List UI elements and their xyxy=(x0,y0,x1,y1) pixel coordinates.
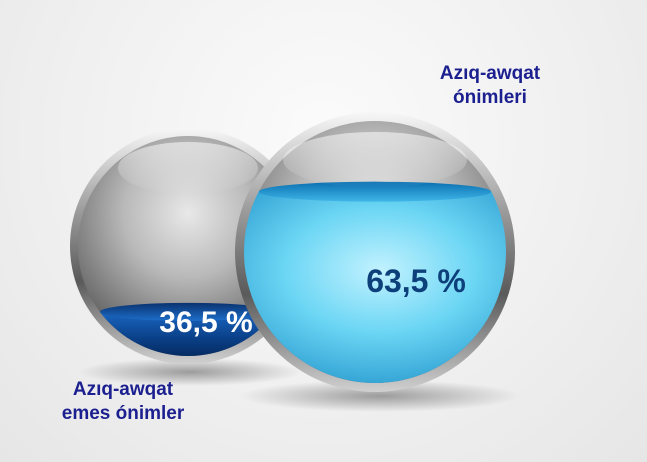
small-bubble-shadow xyxy=(78,358,302,386)
category-label-food-line1: Azıq-awqat xyxy=(439,63,541,84)
category-label-food: Azıq-awqat ónimleri xyxy=(420,62,560,110)
category-label-food-line2: ónimleri xyxy=(453,87,527,108)
big-bubble-shadow xyxy=(240,380,520,412)
category-label-nonfood: Azıq-awqat emes ónimler xyxy=(28,378,218,426)
category-label-nonfood-line1: Azıq-awqat xyxy=(72,379,174,400)
bubble-nonfood: 36,5 % xyxy=(70,128,306,364)
liquid-surface-food xyxy=(258,181,492,202)
liquid-surface-nonfood xyxy=(99,302,277,321)
category-label-nonfood-line2: emes ónimler xyxy=(61,403,185,424)
value-label-nonfood: 36,5 % xyxy=(159,306,252,339)
bubble-food: 63,5 % xyxy=(235,112,515,392)
value-label-food: 63,5 % xyxy=(366,263,466,299)
